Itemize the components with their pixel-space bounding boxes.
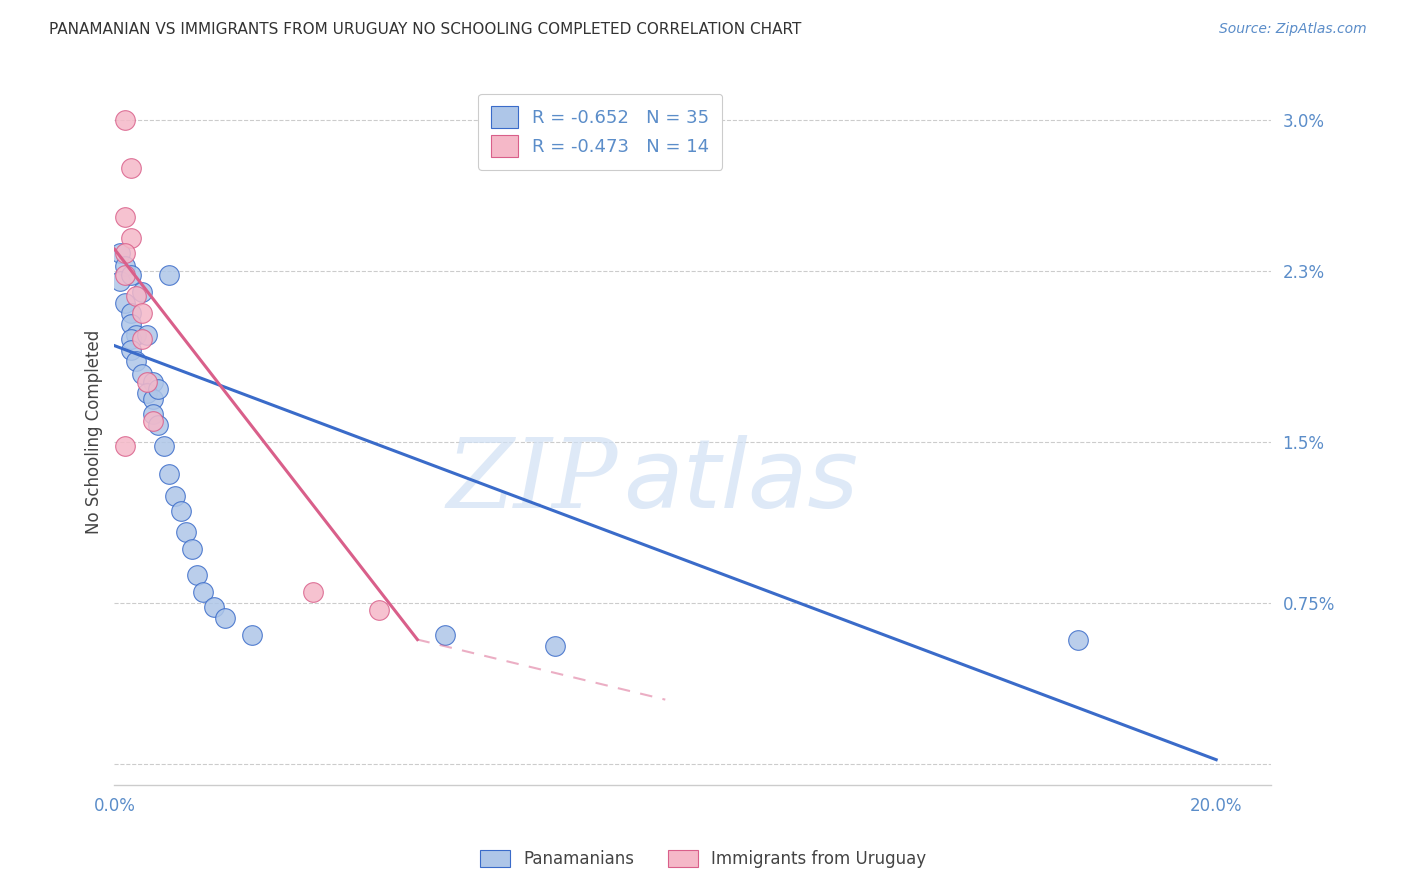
Text: ZIP: ZIP <box>446 434 617 528</box>
Point <box>114 295 136 310</box>
Point <box>120 317 142 331</box>
Point <box>136 385 159 400</box>
Point <box>142 407 165 421</box>
Point <box>125 289 148 303</box>
Point <box>367 602 389 616</box>
Point <box>120 343 142 357</box>
Point <box>108 246 131 260</box>
Point <box>131 285 153 299</box>
Point <box>148 382 170 396</box>
Point <box>131 306 153 320</box>
Point <box>159 268 181 282</box>
Point <box>191 585 214 599</box>
Point <box>125 327 148 342</box>
Point <box>114 113 136 128</box>
Point <box>240 628 263 642</box>
Point <box>120 332 142 346</box>
Point <box>301 585 323 599</box>
Point <box>136 327 159 342</box>
Point <box>169 504 191 518</box>
Point <box>114 440 136 454</box>
Point <box>142 392 165 407</box>
Y-axis label: No Schooling Completed: No Schooling Completed <box>86 329 103 533</box>
Point <box>131 332 153 346</box>
Point <box>163 489 186 503</box>
Point <box>114 210 136 224</box>
Text: atlas: atlas <box>623 434 859 527</box>
Point <box>125 353 148 368</box>
Point <box>148 417 170 432</box>
Point <box>114 246 136 260</box>
Point <box>186 568 208 582</box>
Point <box>142 375 165 389</box>
Text: Source: ZipAtlas.com: Source: ZipAtlas.com <box>1219 22 1367 37</box>
Point <box>159 467 181 482</box>
Point <box>174 525 197 540</box>
Point <box>433 628 456 642</box>
Legend: Panamanians, Immigrants from Uruguay: Panamanians, Immigrants from Uruguay <box>474 843 932 875</box>
Point <box>180 542 202 557</box>
Point <box>120 306 142 320</box>
Point <box>544 639 567 653</box>
Point <box>202 600 225 615</box>
Point <box>136 375 159 389</box>
Point <box>214 611 236 625</box>
Point <box>120 231 142 245</box>
Point <box>108 274 131 288</box>
Legend: R = -0.652   N = 35, R = -0.473   N = 14: R = -0.652 N = 35, R = -0.473 N = 14 <box>478 94 723 170</box>
Point <box>114 268 136 282</box>
Point <box>131 367 153 381</box>
Point <box>120 268 142 282</box>
Text: PANAMANIAN VS IMMIGRANTS FROM URUGUAY NO SCHOOLING COMPLETED CORRELATION CHART: PANAMANIAN VS IMMIGRANTS FROM URUGUAY NO… <box>49 22 801 37</box>
Point <box>114 259 136 273</box>
Point <box>1067 632 1090 647</box>
Point <box>120 161 142 175</box>
Point <box>153 440 176 454</box>
Point <box>142 414 165 428</box>
